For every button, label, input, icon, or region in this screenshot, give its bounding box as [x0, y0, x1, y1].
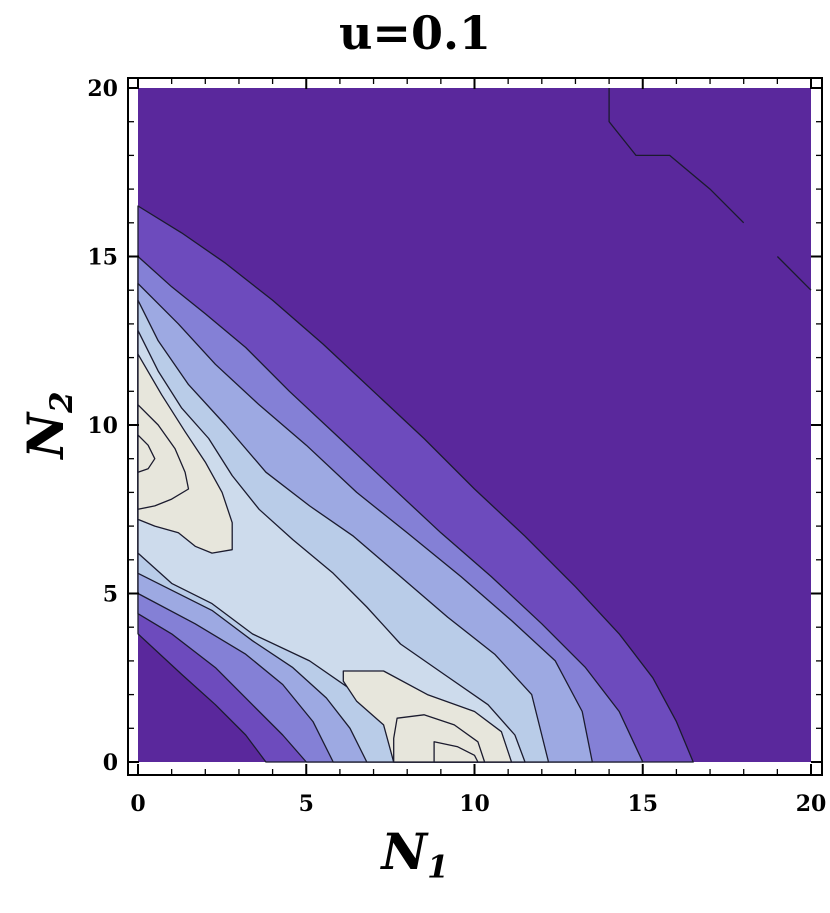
y-tick-label: 0: [103, 750, 118, 776]
extra-contour-lines: [608, 88, 812, 291]
y-axis-label-main: N: [16, 412, 76, 459]
contour-region-level-8: [137, 434, 156, 473]
contour-region-level-4: [137, 299, 550, 763]
y-axis-label: N2: [16, 391, 80, 458]
y-axis-label-subscript: 2: [43, 391, 80, 413]
contour-line-2: [776, 256, 812, 291]
y-tick-label: 10: [87, 413, 118, 439]
contour-region-level-8: [433, 741, 479, 763]
contour-regions: [137, 88, 811, 763]
x-tick-label: 10: [459, 791, 490, 817]
x-tick-label: 20: [796, 791, 827, 817]
x-tick-label: 5: [299, 791, 314, 817]
x-axis-label: N1: [0, 822, 830, 886]
x-axis-label-main: N: [381, 822, 428, 881]
x-tick-label: 0: [130, 791, 145, 817]
y-tick-label: 15: [87, 245, 118, 271]
tick-labels: 0 5 10 15 20 0 5 10 15 20: [87, 76, 826, 817]
chart-title: u=0.1: [338, 6, 491, 60]
y-tick-label: 5: [103, 582, 118, 608]
contour-line-1: [608, 88, 745, 224]
axis-ticks: [128, 78, 822, 775]
y-tick-label: 20: [87, 76, 118, 102]
contour-region-level-7: [137, 404, 190, 510]
x-tick-label: 15: [627, 791, 658, 817]
x-axis-label-subscript: 1: [427, 849, 449, 886]
